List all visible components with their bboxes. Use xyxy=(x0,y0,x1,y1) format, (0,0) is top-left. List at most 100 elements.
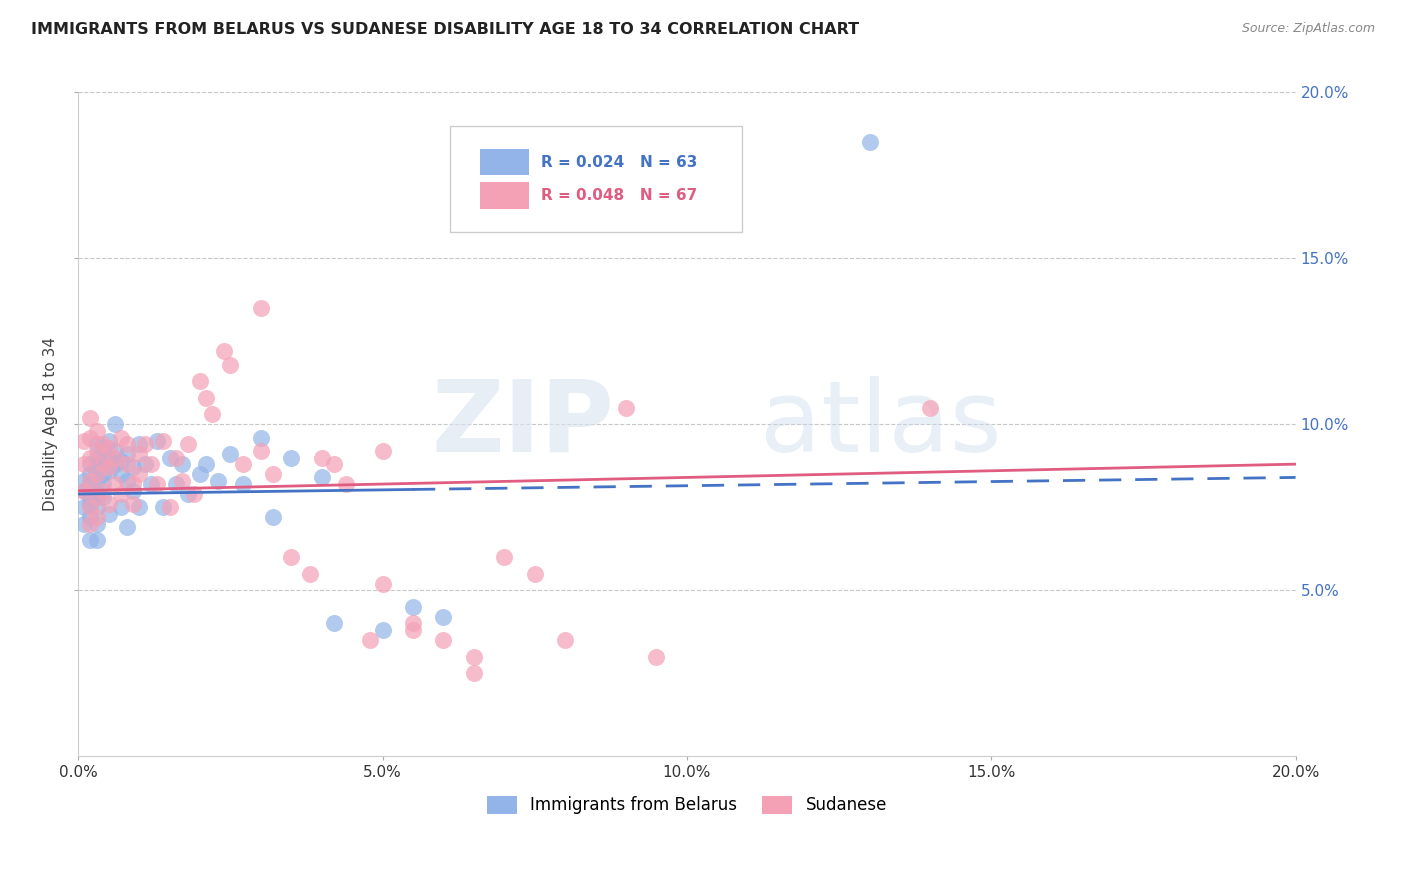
Point xyxy=(86,487,108,501)
Point xyxy=(79,477,101,491)
Point xyxy=(86,443,108,458)
Point xyxy=(115,447,138,461)
Point xyxy=(141,477,163,491)
Point xyxy=(177,437,200,451)
Point xyxy=(371,443,394,458)
Point xyxy=(402,599,425,614)
Text: Source: ZipAtlas.com: Source: ZipAtlas.com xyxy=(1241,22,1375,36)
Point xyxy=(86,467,108,482)
Point xyxy=(298,566,321,581)
Point xyxy=(86,437,108,451)
Point xyxy=(262,467,284,482)
Point xyxy=(232,457,254,471)
Point xyxy=(195,457,218,471)
Point xyxy=(104,477,127,491)
Point xyxy=(188,467,211,482)
Point xyxy=(73,483,96,498)
Point xyxy=(494,550,516,565)
Point xyxy=(97,441,120,455)
Point xyxy=(79,491,101,505)
Point xyxy=(170,474,193,488)
Point xyxy=(79,533,101,548)
Point xyxy=(79,431,101,445)
Point xyxy=(97,464,120,478)
Point xyxy=(86,424,108,438)
Bar xyxy=(479,149,529,176)
Point xyxy=(115,457,138,471)
Point xyxy=(79,497,101,511)
Point xyxy=(159,500,181,515)
Bar xyxy=(479,182,529,209)
Point xyxy=(463,666,485,681)
Point xyxy=(110,454,132,468)
Point xyxy=(371,576,394,591)
Point xyxy=(645,649,668,664)
Point xyxy=(146,434,169,448)
Point xyxy=(79,516,101,531)
Point xyxy=(359,633,381,648)
Point xyxy=(91,454,114,468)
Point xyxy=(115,474,138,488)
Point xyxy=(86,500,108,515)
Point xyxy=(115,520,138,534)
Point xyxy=(219,447,242,461)
Point xyxy=(554,633,576,648)
Point xyxy=(177,487,200,501)
Point xyxy=(73,500,96,515)
Point xyxy=(614,401,637,415)
Point xyxy=(262,510,284,524)
Point xyxy=(128,447,150,461)
Point xyxy=(104,417,127,432)
Point xyxy=(73,483,96,498)
Point xyxy=(91,477,114,491)
Point xyxy=(152,434,174,448)
Point xyxy=(207,474,229,488)
Point xyxy=(122,483,145,498)
Point xyxy=(104,457,127,471)
Point xyxy=(146,477,169,491)
Point xyxy=(91,491,114,505)
Point xyxy=(311,450,333,465)
Point xyxy=(79,474,101,488)
Point xyxy=(79,510,101,524)
Text: R = 0.048   N = 67: R = 0.048 N = 67 xyxy=(541,187,697,202)
Text: IMMIGRANTS FROM BELARUS VS SUDANESE DISABILITY AGE 18 TO 34 CORRELATION CHART: IMMIGRANTS FROM BELARUS VS SUDANESE DISA… xyxy=(31,22,859,37)
Point xyxy=(110,487,132,501)
Point xyxy=(402,616,425,631)
Point xyxy=(195,391,218,405)
Point xyxy=(463,649,485,664)
Point xyxy=(86,450,108,465)
Point xyxy=(201,408,224,422)
Point xyxy=(311,470,333,484)
Point xyxy=(79,410,101,425)
Point xyxy=(91,457,114,471)
Point xyxy=(86,491,108,505)
Point xyxy=(335,477,357,491)
Point xyxy=(91,467,114,482)
Point xyxy=(110,467,132,482)
Point xyxy=(134,457,156,471)
Point xyxy=(104,450,127,465)
Point xyxy=(86,533,108,548)
Point xyxy=(432,633,454,648)
Point xyxy=(322,616,344,631)
Point xyxy=(91,437,114,451)
Point xyxy=(250,301,273,315)
Point xyxy=(232,477,254,491)
Point xyxy=(115,437,138,451)
Point xyxy=(97,434,120,448)
Point xyxy=(165,477,187,491)
FancyBboxPatch shape xyxy=(450,126,742,232)
Point xyxy=(97,507,120,521)
Point xyxy=(73,434,96,448)
Point xyxy=(97,450,120,465)
Point xyxy=(250,443,273,458)
Legend: Immigrants from Belarus, Sudanese: Immigrants from Belarus, Sudanese xyxy=(481,789,894,821)
Point xyxy=(280,450,302,465)
Point xyxy=(86,474,108,488)
Point xyxy=(79,457,101,471)
Point xyxy=(322,457,344,471)
Point xyxy=(214,344,236,359)
Point xyxy=(858,135,880,149)
Point xyxy=(110,500,132,515)
